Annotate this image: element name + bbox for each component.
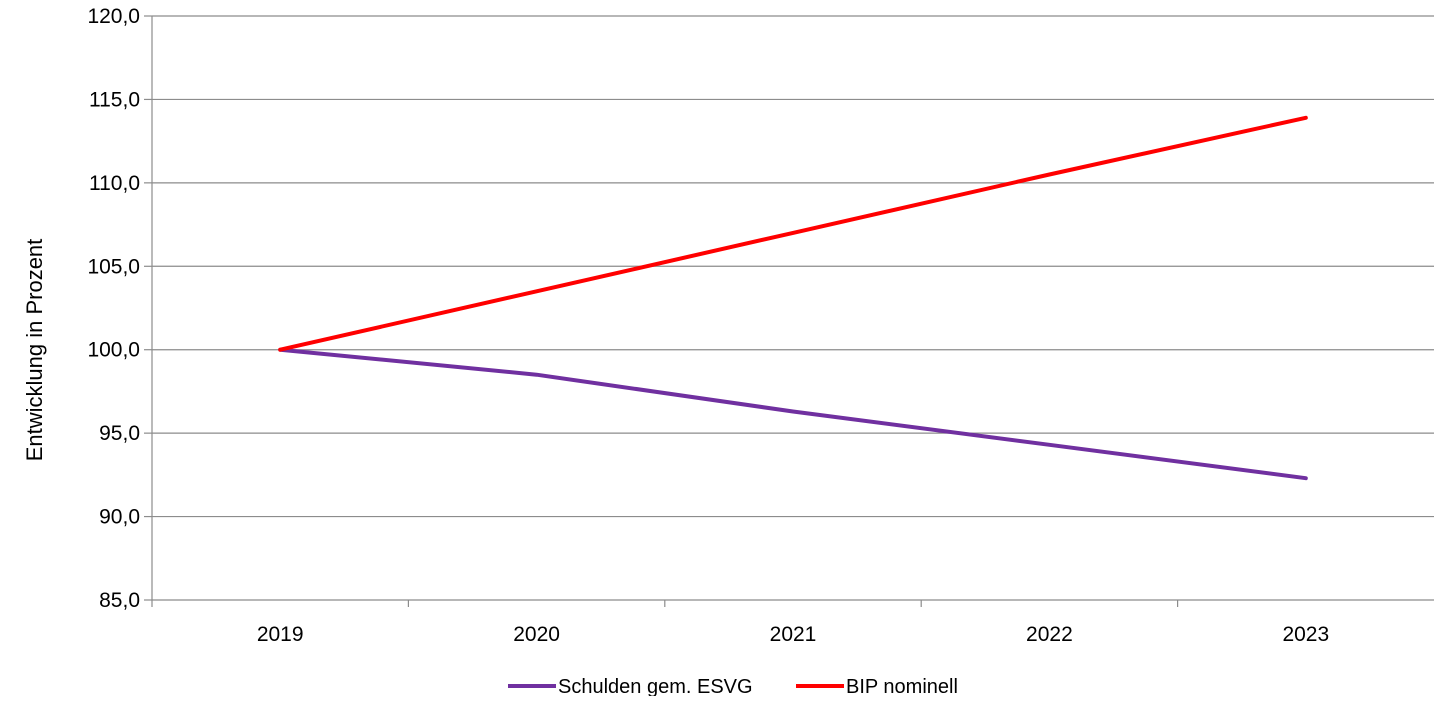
y-tick-label: 90,0 [99,506,140,529]
y-axis-title: Entwicklung in Prozent [22,239,47,462]
y-tick-label: 120,0 [87,5,140,28]
y-tick-label: 100,0 [87,339,140,362]
y-tick-label: 85,0 [99,589,140,612]
axes [144,15,1434,607]
x-tick-label: 2020 [513,623,560,646]
x-tick-label: 2021 [770,623,817,646]
x-tick-label: 2019 [257,623,304,646]
x-tick-label: 2022 [1026,623,1073,646]
y-tick-label: 95,0 [99,422,140,445]
series-lines [278,115,1308,481]
y-tick-label: 115,0 [89,88,140,111]
x-tick-label: 2023 [1282,623,1329,646]
y-tick-label: 110,0 [89,172,140,195]
legend-label: Schulden gem. ESVG [558,676,753,696]
legend-label: BIP nominell [846,676,958,696]
gridlines [152,15,1434,518]
y-axis-tick-labels: 85,0 90,0 95,0 100,0 105,0 110,0 115,0 120,0 [87,5,140,612]
y-tick-label: 105,0 [87,255,140,278]
x-axis-tick-labels: 2019 2020 2021 2022 2023 [257,623,1329,646]
series-line [278,347,1308,481]
legend: Schulden gem. ESVG BIP nominell [508,676,958,698]
series-line [278,115,1308,352]
